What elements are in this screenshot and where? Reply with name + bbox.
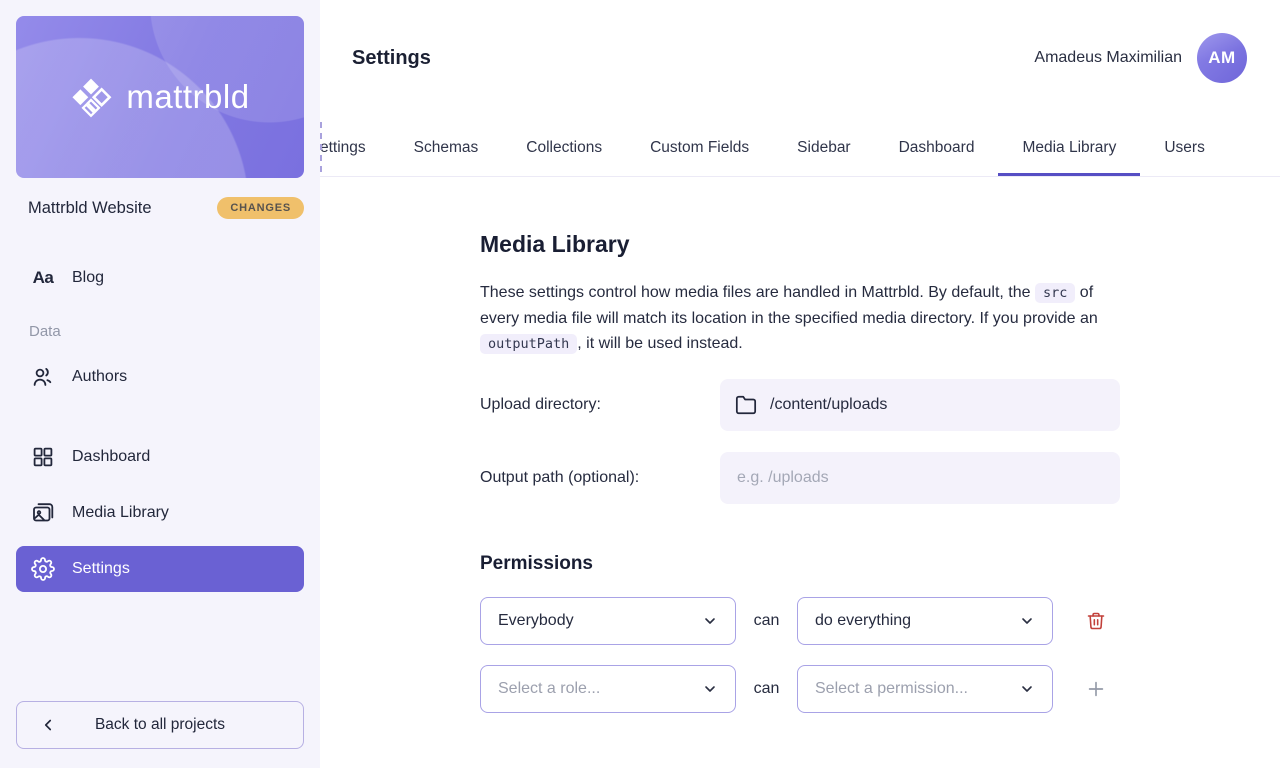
sidebar-item-blog[interactable]: Aa Blog — [16, 255, 304, 301]
permission-select[interactable]: do everything — [797, 597, 1053, 645]
sidebar-item-label: Blog — [72, 269, 105, 286]
description-text: of every media file will match its locat… — [480, 284, 1098, 327]
conjunction-label: can — [753, 612, 780, 629]
output-path-input[interactable] — [737, 469, 1105, 487]
role-select-value: Everybody — [498, 612, 574, 629]
folder-icon — [735, 394, 757, 416]
permissions-heading: Permissions — [480, 553, 593, 574]
sidebar-item-authors[interactable]: Authors — [16, 354, 304, 400]
aa-typography-icon: Aa — [32, 268, 54, 287]
add-permission-button[interactable] — [1085, 678, 1107, 700]
tab-sidebar[interactable]: Sidebar — [797, 138, 851, 156]
section-description: These settings control how media files a… — [480, 280, 1112, 357]
mattrbld-diamond-icon — [70, 76, 112, 118]
tab-custom-fields[interactable]: Custom Fields — [650, 138, 750, 156]
main-header: Settings Amadeus Maximilian AM — [320, 33, 1280, 83]
sidebar-item-label: Media Library — [72, 504, 169, 521]
upload-directory-row: Upload directory: — [480, 379, 1140, 431]
tab-users[interactable]: Users — [1164, 138, 1205, 156]
project-banner: mattrbld — [16, 16, 304, 178]
upload-directory-field[interactable] — [720, 379, 1120, 431]
tab-schemas[interactable]: Schemas — [413, 138, 479, 156]
upload-directory-label: Upload directory: — [480, 396, 601, 413]
project-name: Mattrbld Website — [28, 198, 152, 217]
tab-media-library[interactable]: Media Library — [998, 122, 1141, 176]
delete-permission-button[interactable] — [1085, 610, 1107, 632]
nav-spacer — [16, 410, 304, 434]
output-path-label: Output path (optional): — [480, 469, 640, 486]
media-stack-icon — [31, 501, 55, 525]
user-chip: Amadeus Maximilian AM — [1034, 33, 1247, 83]
main-panel: Settings Amadeus Maximilian AM ettings S… — [320, 0, 1280, 768]
sidebar-item-dashboard[interactable]: Dashboard — [16, 434, 304, 480]
avatar[interactable]: AM — [1197, 33, 1247, 83]
sidebar-item-label: Settings — [72, 560, 130, 577]
sidebar-item-label: Authors — [72, 368, 128, 385]
changes-badge: CHANGES — [217, 197, 304, 219]
src-code-chip: src — [1034, 283, 1076, 303]
permission-select-value: do everything — [815, 612, 912, 629]
brand-wordmark: mattrbld — [126, 78, 250, 115]
tabstrip-scroll-edge-indicator — [320, 122, 322, 172]
sidebar-item-settings[interactable]: Settings — [16, 546, 304, 592]
description-text: , it will be used instead. — [577, 335, 743, 352]
tab-dashboard[interactable]: Dashboard — [898, 138, 975, 156]
sidebar: mattrbld Mattrbld Website CHANGES Aa Blo… — [0, 0, 320, 768]
output-path-row: Output path (optional): — [480, 452, 1140, 504]
sidebar-item-label: Dashboard — [72, 448, 151, 465]
output-path-field[interactable] — [720, 452, 1120, 504]
author-person-icon — [31, 365, 55, 389]
permission-row-new: Select a role... can Select a permission… — [480, 665, 1140, 713]
permission-row: Everybody can do everything — [480, 597, 1140, 645]
role-select-placeholder: Select a role... — [498, 680, 601, 697]
chevron-left-icon — [39, 716, 57, 734]
dashboard-grid-icon — [31, 445, 55, 469]
upload-directory-input[interactable] — [770, 396, 1105, 414]
permission-select-empty[interactable]: Select a permission... — [797, 665, 1053, 713]
sidebar-item-media-library[interactable]: Media Library — [16, 490, 304, 536]
permission-select-placeholder: Select a permission... — [815, 680, 968, 697]
page-title: Settings — [352, 46, 431, 69]
description-text: These settings control how media files a… — [480, 284, 1035, 301]
conjunction-label: can — [753, 680, 780, 697]
back-button-label: Back to all projects — [94, 716, 226, 733]
outputpath-code-chip: outputPath — [480, 334, 578, 354]
tab-collections[interactable]: Collections — [526, 138, 603, 156]
gear-icon — [31, 557, 55, 581]
nav-section-label: Data — [29, 323, 61, 340]
chevron-down-icon — [1019, 681, 1035, 697]
sidebar-nav: Aa Blog Data Authors — [16, 255, 304, 602]
section-heading: Media Library — [480, 231, 630, 257]
user-name: Amadeus Maximilian — [1034, 49, 1182, 66]
settings-tabstrip: ettings Schemas Collections Custom Field… — [320, 122, 1280, 177]
chevron-down-icon — [702, 613, 718, 629]
project-row: Mattrbld Website CHANGES — [16, 194, 304, 222]
tab-settings-clipped[interactable]: ettings — [320, 138, 366, 156]
chevron-down-icon — [1019, 613, 1035, 629]
role-select-empty[interactable]: Select a role... — [480, 665, 736, 713]
media-library-settings-section: Media Library These settings control how… — [320, 231, 1140, 713]
sidebar-spacer — [16, 602, 304, 701]
chevron-down-icon — [702, 681, 718, 697]
back-to-projects-button[interactable]: Back to all projects — [16, 701, 304, 749]
role-select[interactable]: Everybody — [480, 597, 736, 645]
